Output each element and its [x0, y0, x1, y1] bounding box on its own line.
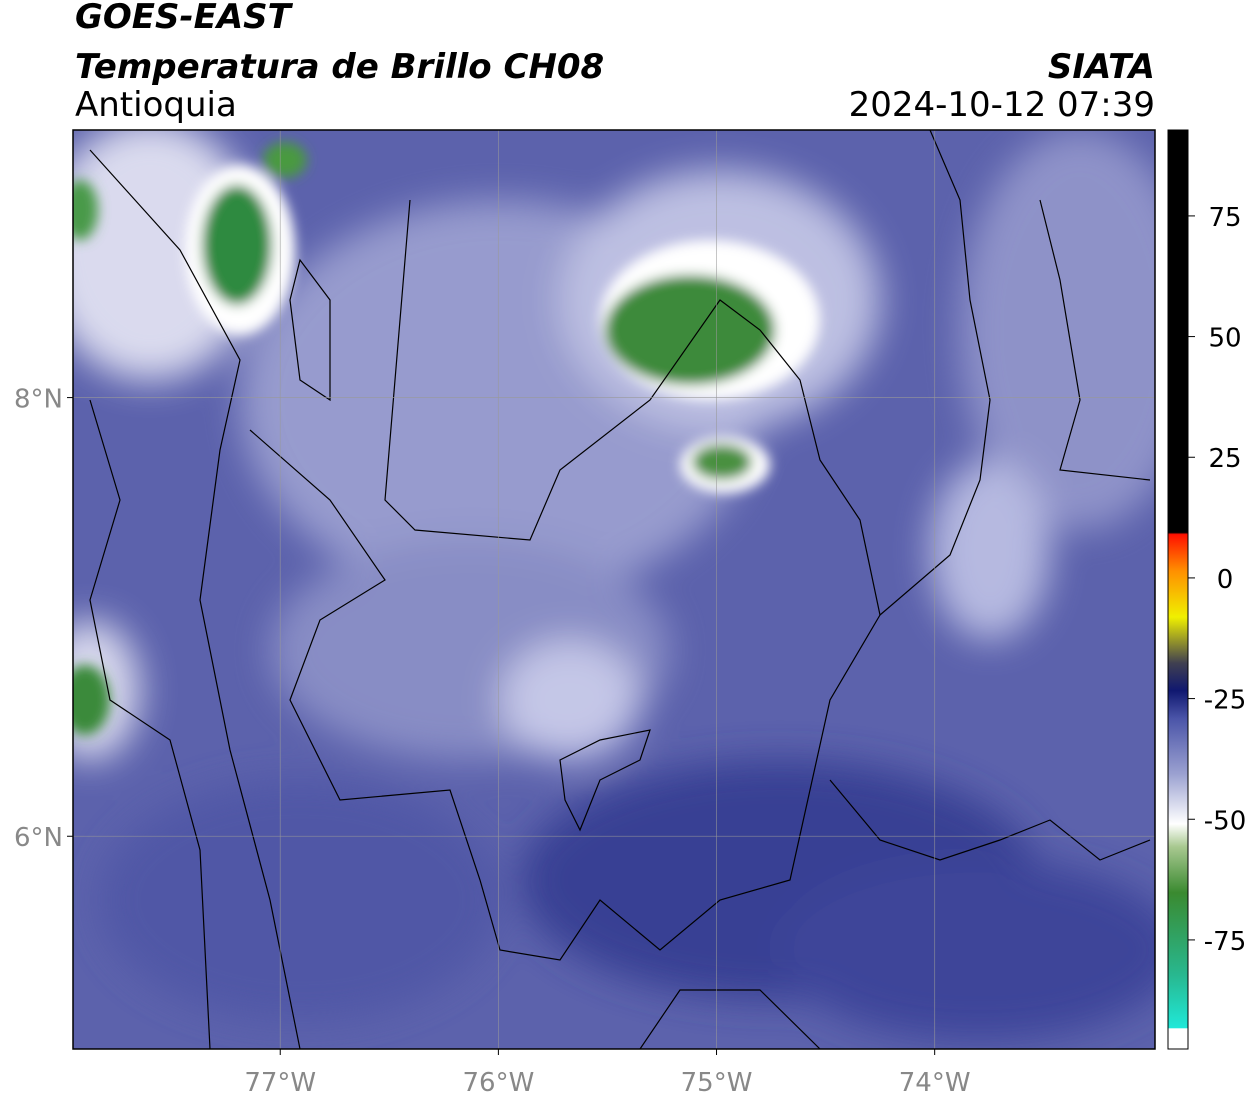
x-tick-label: 77°W	[244, 1068, 316, 1098]
region: Antioquia	[75, 85, 237, 125]
colorbar	[1167, 129, 1189, 1050]
x-tick-label: 76°W	[462, 1068, 534, 1098]
colorbar-tick-label: -50	[1204, 806, 1246, 836]
subtitle: Temperatura de Brillo CH08	[75, 47, 604, 87]
x-tick-label: 74°W	[899, 1068, 971, 1098]
x-tick-label: 75°W	[681, 1068, 753, 1098]
colorbar-tick-label: 25	[1208, 444, 1241, 474]
colorbar-tick-label: -25	[1204, 686, 1246, 716]
map-image	[73, 130, 1155, 1049]
colorbar-tick-label: 50	[1208, 324, 1241, 354]
title: GOES-EAST	[75, 0, 294, 37]
y-tick-label: 6°N	[14, 823, 63, 853]
source: SIATA	[1048, 47, 1155, 87]
colorbar-tick-label: -75	[1204, 927, 1246, 957]
colorbar-tick-label: 75	[1208, 203, 1241, 233]
map-frame	[72, 129, 1156, 1050]
grid	[73, 130, 1155, 1049]
timestamp: 2024-10-12 07:39	[849, 85, 1155, 125]
colorbar-tick-label: 0	[1217, 565, 1234, 595]
y-tick-label: 8°N	[14, 385, 63, 415]
